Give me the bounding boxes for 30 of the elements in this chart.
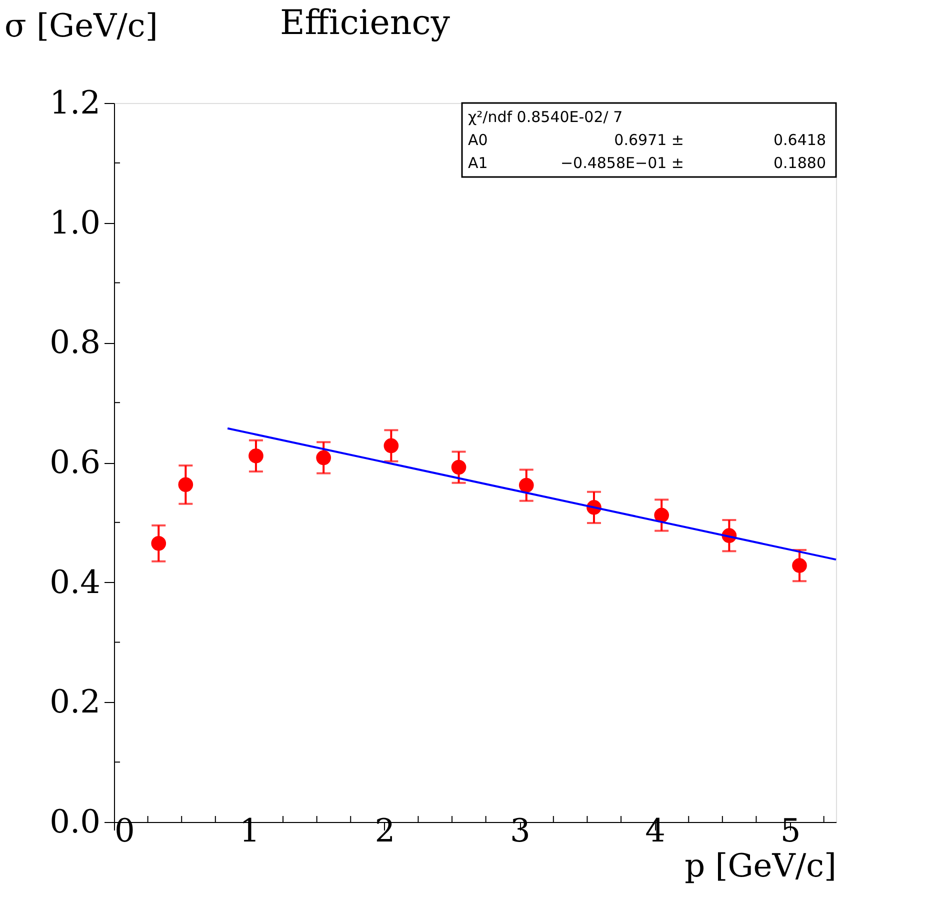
y-tick-label: 0.8 bbox=[50, 323, 100, 362]
point bbox=[178, 477, 194, 492]
point bbox=[518, 478, 534, 493]
annotation: A1 bbox=[468, 154, 488, 172]
point bbox=[792, 558, 807, 573]
y-tick-label: 0.4 bbox=[50, 562, 100, 601]
annotation: 0.6418 bbox=[774, 131, 826, 149]
annotation: 0.1880 bbox=[774, 154, 826, 172]
annotation: χ²/ndf 0.8540E-02/ 7 bbox=[468, 108, 623, 126]
point bbox=[654, 508, 669, 523]
annotation: A0 bbox=[468, 131, 488, 149]
x-tick-label: 5 bbox=[780, 812, 801, 850]
x-tick-label: 2 bbox=[374, 812, 396, 850]
x-axis-title: p [GeV/c] bbox=[684, 846, 836, 884]
y-axis-title: σ [GeV/c] bbox=[4, 6, 158, 44]
y-tick-label: 0.0 bbox=[50, 802, 100, 840]
y-tick-label: 1.0 bbox=[50, 203, 100, 242]
point bbox=[248, 448, 264, 464]
point bbox=[384, 438, 399, 454]
y-tick-label: 0.6 bbox=[50, 443, 100, 481]
annotation: 0.6971 ± bbox=[614, 131, 684, 149]
chart-title: Efficiency bbox=[280, 3, 451, 43]
annotation: −0.4858E−01 ± bbox=[560, 154, 684, 172]
point bbox=[451, 460, 466, 475]
x-tick-label: 4 bbox=[645, 812, 666, 850]
y-tick-label: 0.2 bbox=[50, 682, 100, 721]
point bbox=[316, 450, 331, 466]
point bbox=[151, 536, 166, 551]
x-tick-label: 0 bbox=[114, 812, 135, 850]
y-tick-label: 1.2 bbox=[50, 84, 100, 122]
